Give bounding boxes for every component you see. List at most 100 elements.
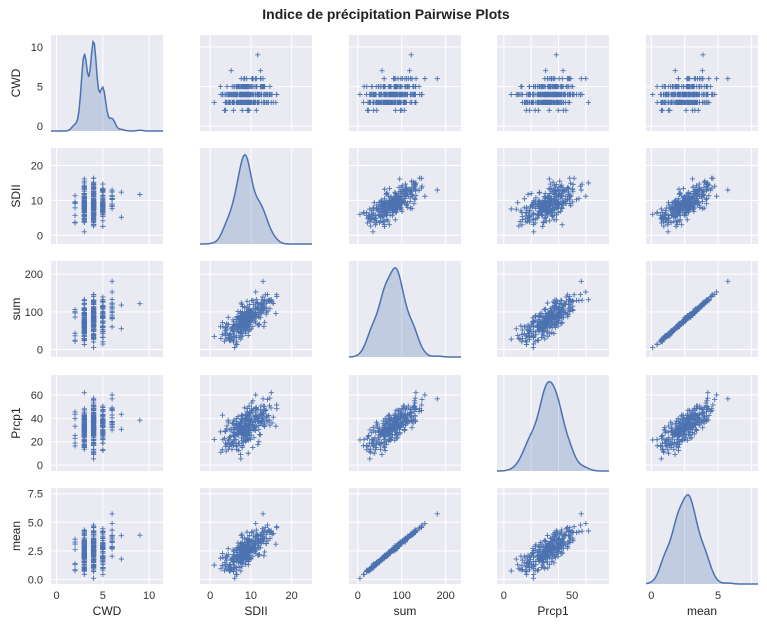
kde-line bbox=[51, 39, 163, 132]
scatter-point bbox=[409, 99, 415, 106]
panel-SDII-vs-Prcp1 bbox=[497, 148, 609, 244]
scatter-point bbox=[258, 76, 264, 82]
scatter-point bbox=[578, 76, 584, 82]
chart-title: Indice de précipitation Pairwise Plots bbox=[262, 6, 510, 22]
panel-Prcp1-vs-CWD bbox=[51, 375, 163, 471]
scatter-point bbox=[363, 91, 370, 98]
panel-sum-vs-CWD bbox=[51, 261, 163, 357]
scatter-point bbox=[395, 76, 401, 82]
scatter-point bbox=[244, 99, 250, 106]
scatter-point bbox=[553, 52, 559, 58]
scatter-point bbox=[257, 68, 264, 74]
panel-sum-vs-sum bbox=[349, 261, 461, 358]
scatter-point bbox=[367, 99, 373, 106]
scatter-point bbox=[222, 91, 228, 98]
scatter-point bbox=[508, 91, 514, 98]
scatter-point bbox=[386, 83, 393, 90]
scatter-point bbox=[560, 68, 566, 74]
scatter-point bbox=[543, 68, 549, 74]
scatter-point bbox=[270, 99, 276, 106]
scatter-point bbox=[365, 107, 372, 113]
scatter-point bbox=[408, 52, 414, 58]
panel-CWD-vs-CWD bbox=[51, 35, 163, 132]
scatter-point bbox=[242, 76, 248, 82]
scatter-point bbox=[583, 76, 589, 82]
scatter-point bbox=[369, 83, 375, 90]
panel-Prcp1-vs-mean bbox=[646, 375, 758, 471]
scatter-point bbox=[555, 107, 561, 113]
scatter-point bbox=[412, 91, 418, 98]
scatter-point bbox=[376, 91, 383, 98]
scatter-point bbox=[258, 83, 264, 90]
scatter-point bbox=[224, 83, 230, 90]
scatter-point bbox=[267, 91, 273, 98]
scatter-point bbox=[274, 91, 280, 98]
scatter-point bbox=[375, 99, 381, 106]
scatter-point bbox=[217, 83, 224, 90]
scatter-point bbox=[392, 107, 399, 113]
scatter-point bbox=[373, 83, 379, 90]
scatter-point bbox=[399, 107, 405, 113]
scatter-point bbox=[227, 99, 233, 106]
panel-background bbox=[51, 35, 163, 131]
scatter-point bbox=[256, 99, 262, 106]
scatter-point bbox=[390, 91, 396, 98]
scatter-point bbox=[357, 91, 363, 98]
panel-background bbox=[646, 35, 758, 131]
scatter-point bbox=[261, 99, 268, 106]
scatter-point bbox=[235, 99, 242, 106]
scatter-point bbox=[386, 99, 392, 106]
scatter-point bbox=[403, 99, 409, 106]
panel-sum-vs-Prcp1 bbox=[497, 261, 609, 357]
scatter-point bbox=[253, 107, 259, 113]
panel-background bbox=[497, 35, 609, 131]
pairwise-grid: 0510CWD01020SDII0100200sum0204060Prcp10.… bbox=[9, 35, 758, 618]
panel-CWD-vs-SDII bbox=[200, 35, 312, 131]
panel-SDII-vs-mean bbox=[646, 148, 758, 244]
panel-SDII-vs-sum bbox=[349, 148, 461, 244]
scatter-point bbox=[228, 68, 234, 74]
scatter-point bbox=[410, 83, 416, 90]
panel-mean-vs-CWD bbox=[51, 488, 163, 584]
scatter-point bbox=[381, 76, 387, 82]
scatter-point bbox=[239, 107, 245, 113]
scatter-point bbox=[255, 52, 261, 58]
panel-Prcp1-vs-sum bbox=[349, 375, 461, 471]
panel-CWD-vs-mean bbox=[646, 35, 758, 131]
scatter-point bbox=[392, 99, 398, 106]
panel-background bbox=[200, 35, 312, 131]
scatter-point bbox=[385, 91, 392, 98]
scatter-point bbox=[559, 76, 565, 82]
scatter-point bbox=[527, 83, 533, 90]
scatter-point bbox=[413, 76, 419, 82]
scatter-point bbox=[267, 83, 273, 90]
scatter-point bbox=[360, 99, 367, 106]
scatter-point bbox=[381, 99, 387, 106]
panel-background bbox=[51, 261, 163, 357]
scatter-point bbox=[222, 107, 229, 113]
scatter-point bbox=[422, 76, 428, 82]
scatter-point bbox=[391, 83, 397, 90]
panel-background bbox=[497, 261, 609, 357]
scatter-point bbox=[245, 107, 252, 113]
panel-SDII-vs-SDII bbox=[200, 148, 312, 245]
scatter-point bbox=[418, 91, 425, 98]
panel-sum-vs-SDII bbox=[200, 261, 312, 357]
scatter-point bbox=[364, 83, 370, 90]
panel-sum-vs-mean bbox=[646, 261, 758, 357]
scatter-point bbox=[262, 91, 268, 98]
panel-background bbox=[51, 488, 163, 584]
scatter-point bbox=[378, 83, 384, 90]
panel-CWD-vs-Prcp1 bbox=[497, 35, 609, 131]
scatter-point bbox=[379, 68, 385, 74]
scatter-point bbox=[407, 68, 413, 74]
panel-background bbox=[51, 148, 163, 244]
scatter-point bbox=[254, 91, 261, 98]
scatter-point bbox=[527, 91, 534, 98]
panel-Prcp1-vs-SDII bbox=[200, 375, 312, 471]
panel-CWD-vs-sum bbox=[349, 35, 461, 131]
scatter-point bbox=[397, 91, 403, 98]
scatter-point bbox=[231, 83, 237, 90]
scatter-point bbox=[211, 99, 217, 106]
